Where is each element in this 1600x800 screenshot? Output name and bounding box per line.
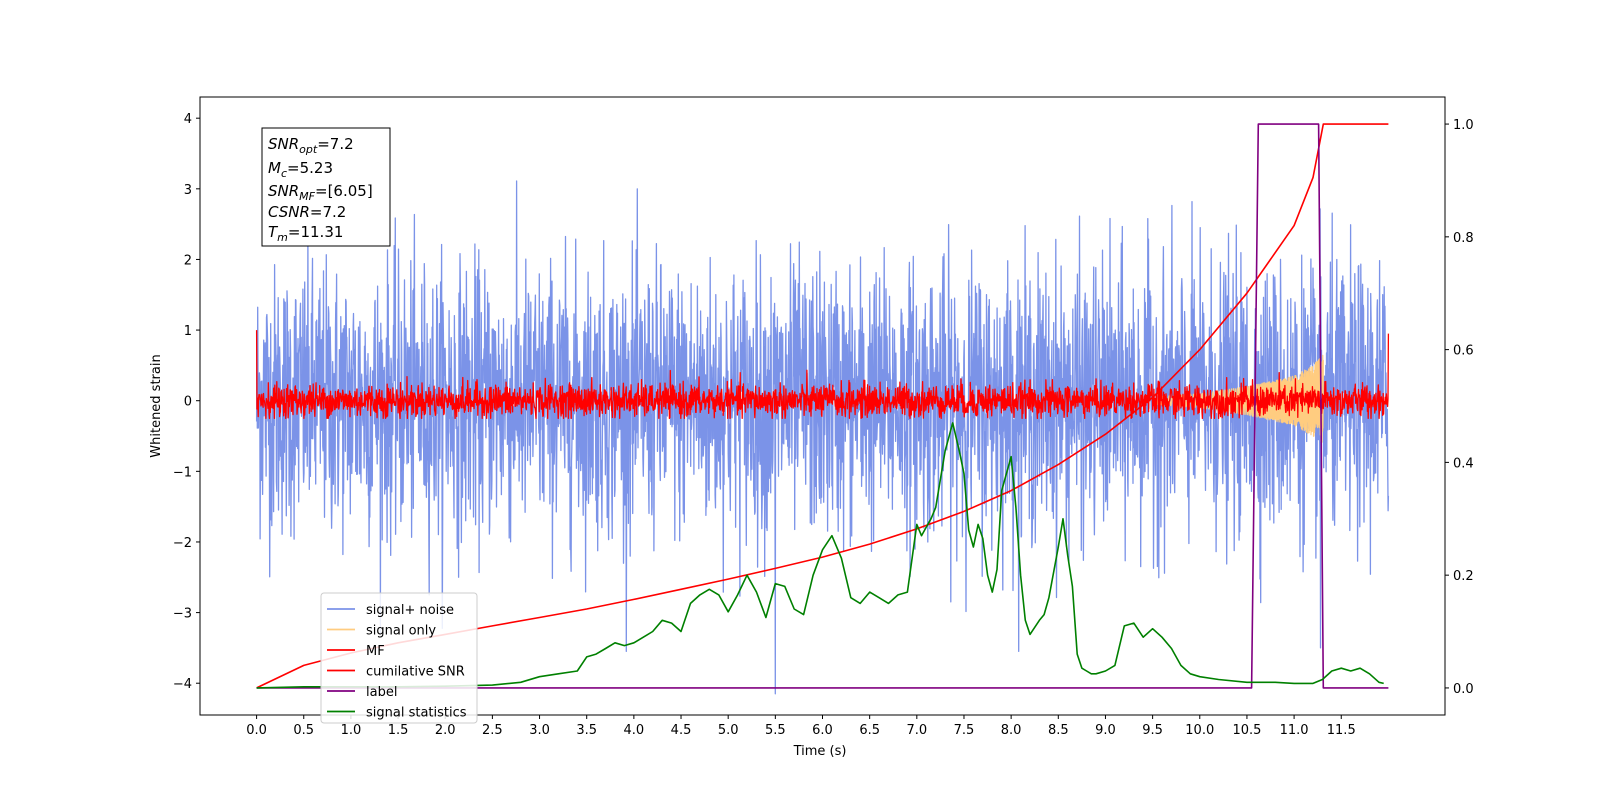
y-axis-right: 1.0 0.8 0.6 0.4 0.2 0.0 [1445,118,1474,697]
annotation-main: M [268,159,281,177]
series-mf [255,330,1390,420]
y-tick-label: −2 [173,536,192,551]
annotation-value: =[6.05] [315,182,373,200]
y-tick-label: 0 [184,395,192,410]
x-tick-label: 10.0 [1185,723,1214,738]
y-tick-label: −3 [173,607,192,622]
y-tick-label: −1 [173,465,192,480]
annotation-subscript: MF [299,190,315,203]
legend-label-cumilative-snr: cumilative SNR [366,665,465,680]
x-tick-label: 4.5 [671,723,692,738]
legend-items: signal+ noise signal only MF cumilative SNR… [327,603,467,721]
y-tick-label: 4 [184,112,192,127]
annotation-main: SNR [268,135,299,153]
annotation-value: =7.2 [317,135,353,153]
x-tick-label: 0.5 [293,723,314,738]
annotation-line-snr-mf: SNRMF=[6.05] [268,182,373,203]
annotation-line-tm: Tm=11.31 [268,223,343,244]
x-tick-label: 1.5 [388,723,409,738]
annotation-line-mc: Mc=5.23 [268,159,333,180]
x-tick-label: 8.0 [1001,723,1022,738]
x-tick-label: 6.0 [812,723,833,738]
x-tick-label: 3.0 [529,723,550,738]
series-label [256,123,1389,689]
y-tick-label: 1 [184,324,192,339]
annotation-frame [261,127,391,247]
x-tick-label: 1.0 [341,723,362,738]
annotation-subscript: c [281,167,287,180]
x-axis: 0.0 0.5 1.0 1.5 2.0 2.5 3.0 3.5 4.0 4.5 5.0 5.5 6.0 6… [246,715,1356,738]
y-axis-left: 4 3 2 1 0 −1 −2 −3 −4 [173,112,200,692]
annotation-value: =5.23 [287,159,333,177]
annotation-value: =7.2 [310,203,346,221]
y2-tick-label: 0.8 [1453,231,1474,246]
y-tick-label: 3 [184,183,192,198]
x-tick-label: 11.0 [1280,723,1309,738]
x-tick-label: 2.5 [482,723,503,738]
x-tick-label: 5.5 [765,723,786,738]
y2-tick-label: 0.4 [1453,456,1474,471]
annotation-line-csnr: CSNR=7.2 [268,203,346,221]
y2-tick-label: 0.2 [1453,569,1474,584]
annotation-main: CSNR [268,203,310,221]
annotation-main: T [268,223,279,241]
x-tick-label: 11.5 [1327,723,1356,738]
series-signal-noise [255,180,1390,695]
annotation-subscript: opt [299,143,318,156]
y-tick-label: 2 [184,253,192,268]
legend-label-mf: MF [366,644,385,659]
x-tick-label: 8.5 [1048,723,1069,738]
x-tick-label: 7.0 [906,723,927,738]
x-tick-label: 7.5 [954,723,975,738]
legend-label-signal-statistics: signal statistics [366,706,467,721]
y-axis-title: Whitened strain [149,354,164,457]
parameter-annotation-box: SNRopt=7.2 Mc=5.23 SNRMF=[6.05] CSNR=7.2… [261,127,391,247]
x-tick-label: 3.5 [576,723,597,738]
x-tick-label: 5.0 [718,723,739,738]
y2-tick-label: 0.0 [1453,682,1474,697]
x-axis-title: Time (s) [793,744,847,759]
series-signal-statistics [256,422,1384,689]
y2-tick-label: 0.6 [1453,344,1474,359]
x-tick-label: 6.5 [859,723,880,738]
legend-label-signal-noise: signal+ noise [366,603,454,618]
legend-frame [320,592,478,724]
x-tick-label: 10.5 [1232,723,1261,738]
annotation-value: =11.31 [288,223,344,241]
y-tick-label: −4 [173,677,192,692]
legend-label-label: label [366,685,397,700]
legend-label-signal-only: signal only [366,624,436,639]
x-tick-label: 9.5 [1142,723,1163,738]
annotation-line-snr-opt: SNRopt=7.2 [268,135,354,156]
x-tick-label: 9.0 [1095,723,1116,738]
y2-tick-label: 1.0 [1453,118,1474,133]
legend: signal+ noise signal only MF cumilative SNR… [320,592,478,724]
x-tick-label: 2.0 [435,723,456,738]
x-tick-label: 4.0 [624,723,645,738]
annotation-subscript: m [277,231,288,244]
x-tick-label: 0.0 [246,723,267,738]
annotation-main: SNR [268,182,299,200]
